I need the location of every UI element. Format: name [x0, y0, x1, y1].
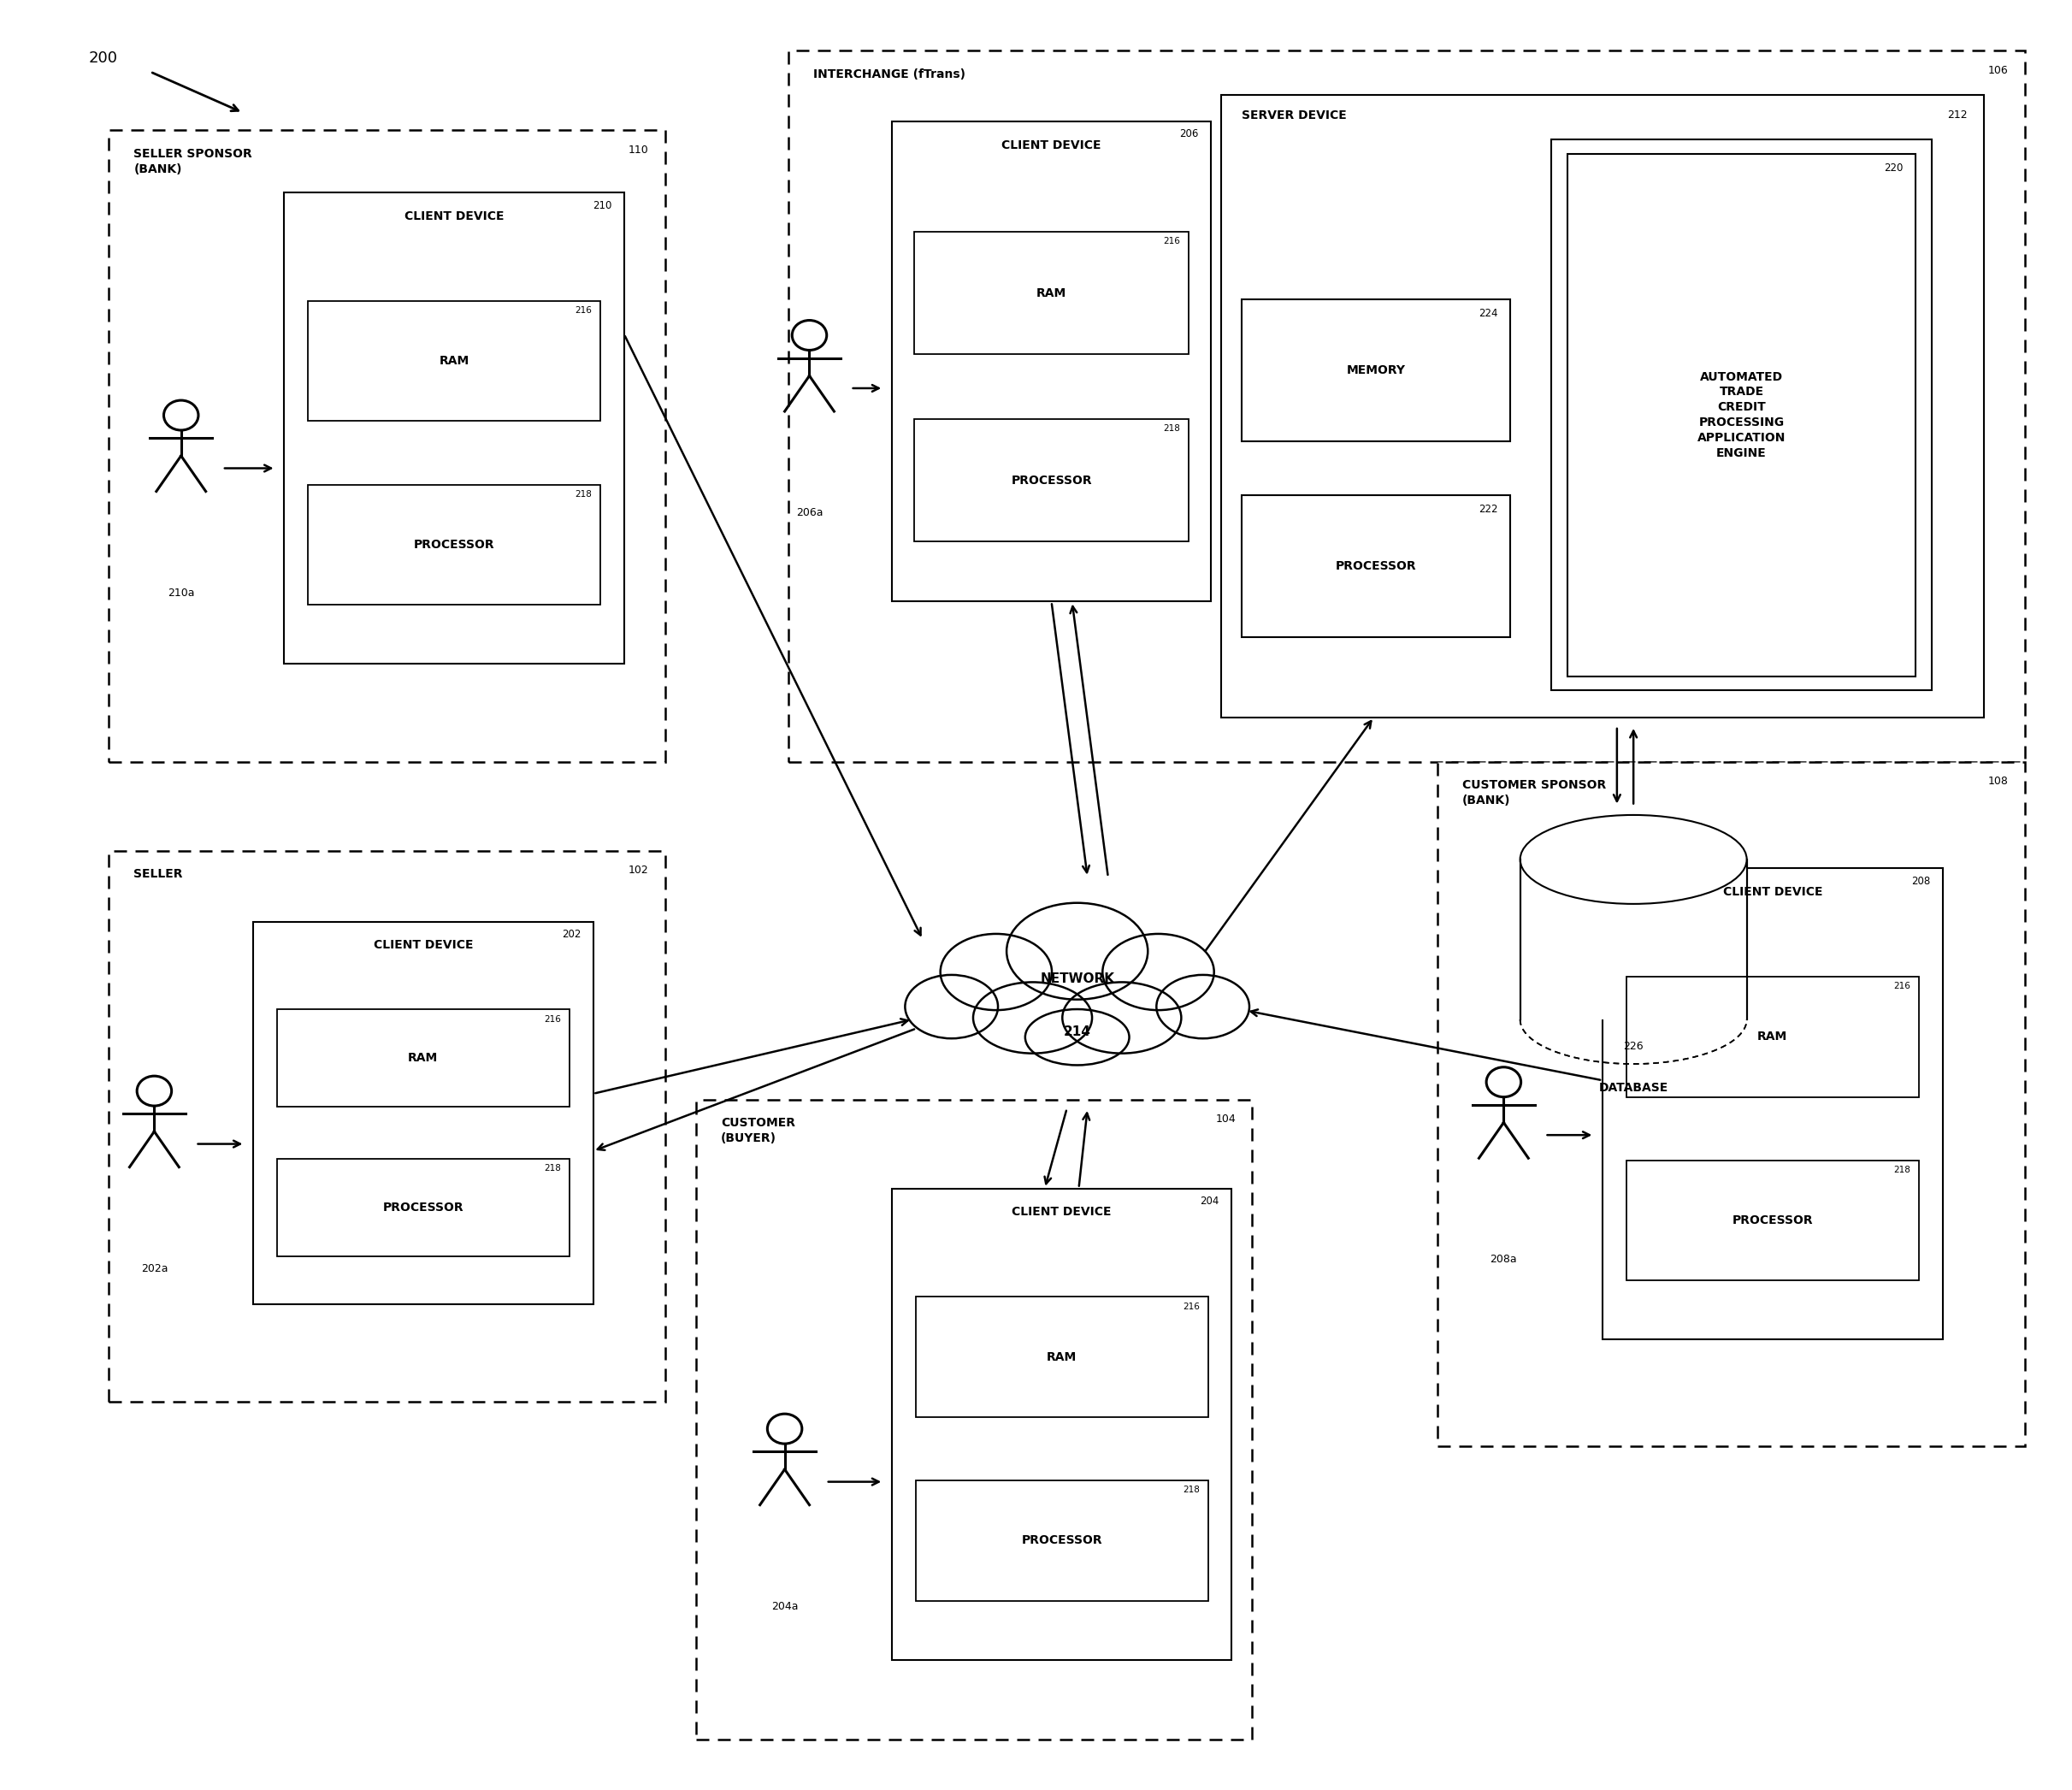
Text: 216: 216 [1164, 238, 1181, 245]
Text: CLIENT DEVICE: CLIENT DEVICE [373, 940, 472, 952]
Bar [696, 1099, 1251, 1740]
Bar [891, 1189, 1231, 1659]
Text: AUTOMATED
TRADE
CREDIT
PROCESSING
APPLICATION
ENGINE: AUTOMATED TRADE CREDIT PROCESSING APPLIC… [1697, 371, 1786, 458]
Text: 204: 204 [1200, 1196, 1218, 1206]
Text: 216: 216 [574, 306, 593, 315]
Text: PROCESSOR: PROCESSOR [1011, 474, 1092, 487]
Bar [891, 122, 1212, 601]
Bar [110, 131, 665, 761]
Text: 218: 218 [1183, 1486, 1200, 1495]
Text: 102: 102 [628, 865, 649, 875]
Text: 218: 218 [545, 1164, 562, 1172]
Text: PROCESSOR: PROCESSOR [414, 539, 495, 551]
Bar [278, 1158, 570, 1257]
Text: 214: 214 [1063, 1026, 1090, 1038]
Bar [1438, 761, 2024, 1446]
Bar [1552, 140, 1933, 691]
Text: 206: 206 [1179, 129, 1200, 140]
Bar [1241, 299, 1510, 442]
Text: CUSTOMER
(BUYER): CUSTOMER (BUYER) [721, 1117, 796, 1144]
Text: SELLER: SELLER [135, 868, 182, 881]
Ellipse shape [1156, 976, 1249, 1038]
Ellipse shape [1026, 1010, 1129, 1065]
Text: PROCESSOR: PROCESSOR [1021, 1534, 1102, 1547]
Text: 216: 216 [545, 1015, 562, 1024]
Text: RAM: RAM [1757, 1031, 1788, 1044]
Ellipse shape [974, 983, 1092, 1053]
Text: CLIENT DEVICE: CLIENT DEVICE [1722, 886, 1821, 899]
Bar [789, 50, 2024, 761]
Bar [1627, 1160, 1919, 1280]
Text: 216: 216 [1183, 1301, 1200, 1310]
Text: CLIENT DEVICE: CLIENT DEVICE [1011, 1206, 1111, 1219]
Ellipse shape [1102, 934, 1214, 1010]
Text: DATABASE: DATABASE [1600, 1081, 1668, 1094]
Text: 208a: 208a [1490, 1255, 1517, 1266]
Text: 218: 218 [1164, 424, 1181, 433]
Text: PROCESSOR: PROCESSOR [1732, 1215, 1813, 1226]
Bar [914, 233, 1189, 354]
Bar [1521, 859, 1747, 1020]
Text: 212: 212 [1948, 109, 1966, 120]
Bar [1220, 95, 1983, 718]
Text: RAM: RAM [408, 1053, 437, 1065]
Bar [1627, 977, 1919, 1097]
Text: 108: 108 [1987, 775, 2008, 788]
Text: 224: 224 [1477, 308, 1498, 319]
Bar [1569, 154, 1917, 677]
Text: 204a: 204a [771, 1600, 798, 1613]
Text: CLIENT DEVICE: CLIENT DEVICE [1001, 140, 1100, 152]
Bar [916, 1480, 1208, 1600]
Text: 226: 226 [1622, 1040, 1643, 1053]
Text: 110: 110 [628, 145, 649, 156]
Ellipse shape [1007, 902, 1148, 999]
Bar [914, 419, 1189, 542]
Bar [309, 485, 601, 605]
Text: PROCESSOR: PROCESSOR [383, 1201, 464, 1214]
Ellipse shape [905, 976, 999, 1038]
Text: MEMORY: MEMORY [1347, 365, 1405, 376]
Text: 202a: 202a [141, 1264, 168, 1274]
Text: 106: 106 [1987, 64, 2008, 75]
Bar [309, 301, 601, 421]
Text: 200: 200 [89, 50, 118, 66]
Text: 218: 218 [574, 490, 593, 499]
Bar [1241, 494, 1510, 637]
Bar [916, 1296, 1208, 1418]
Text: CLIENT DEVICE: CLIENT DEVICE [404, 211, 503, 222]
Text: 202: 202 [562, 929, 580, 940]
Text: 206a: 206a [796, 507, 823, 519]
Text: PROCESSOR: PROCESSOR [1336, 560, 1417, 573]
Bar [1602, 868, 1941, 1339]
Text: 220: 220 [1883, 163, 1904, 174]
Text: NETWORK: NETWORK [1040, 972, 1115, 985]
Text: INTERCHANGE (fTrans): INTERCHANGE (fTrans) [814, 68, 966, 81]
Text: 216: 216 [1894, 983, 1910, 990]
Text: SERVER DEVICE: SERVER DEVICE [1241, 109, 1347, 122]
Text: RAM: RAM [439, 354, 468, 367]
Bar [278, 1010, 570, 1106]
Text: CUSTOMER SPONSOR
(BANK): CUSTOMER SPONSOR (BANK) [1463, 779, 1606, 806]
Bar [284, 193, 624, 664]
Ellipse shape [1521, 814, 1747, 904]
Text: SELLER SPONSOR
(BANK): SELLER SPONSOR (BANK) [135, 149, 253, 175]
Text: 208: 208 [1910, 875, 1931, 886]
Bar [253, 922, 593, 1303]
Text: 210: 210 [593, 200, 611, 211]
Text: 218: 218 [1894, 1165, 1910, 1174]
Text: 104: 104 [1216, 1113, 1235, 1124]
Ellipse shape [941, 934, 1053, 1010]
Ellipse shape [1063, 983, 1181, 1053]
Text: 222: 222 [1477, 503, 1498, 516]
Text: 210a: 210a [168, 587, 195, 598]
Text: RAM: RAM [1036, 286, 1067, 299]
Bar [110, 850, 665, 1402]
Text: RAM: RAM [1046, 1351, 1077, 1362]
